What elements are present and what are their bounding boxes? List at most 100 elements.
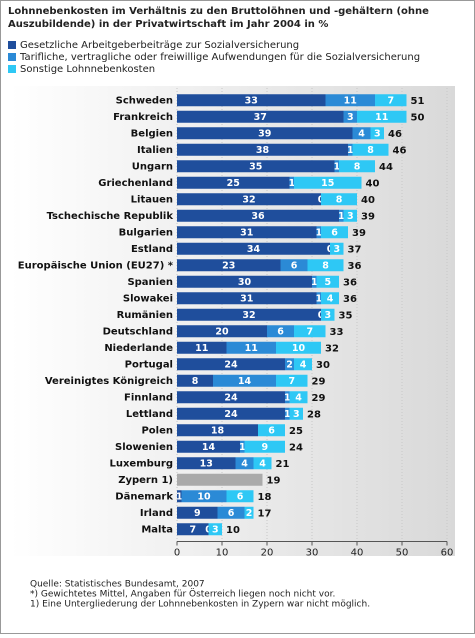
bar-segment	[177, 490, 182, 503]
total-label: 46	[393, 145, 407, 156]
segment-label: 1	[347, 145, 354, 156]
segment-label: 3	[347, 211, 354, 222]
x-tick-label: 30	[306, 548, 319, 559]
bar-undivided	[177, 473, 263, 486]
segment-label: 8	[367, 145, 374, 156]
segment-label: 11	[375, 112, 388, 123]
segment-label: 30	[238, 277, 252, 288]
segment-label: 24	[224, 409, 238, 420]
total-label: 28	[307, 409, 321, 420]
segment-label: 8	[192, 376, 199, 387]
segment-label: 11	[245, 343, 258, 354]
segment-label: 4	[300, 359, 307, 370]
bar-segment	[258, 424, 285, 437]
segment-label: 39	[258, 128, 271, 139]
bar-segment	[177, 209, 339, 222]
bar-segment	[321, 193, 357, 206]
bar-segment	[267, 325, 294, 338]
segment-label: 1	[333, 161, 340, 172]
bar-segment	[375, 94, 407, 107]
bar-segment	[177, 358, 285, 371]
category-label: Europäische Union (EU27) *	[18, 260, 174, 271]
total-label: 25	[289, 426, 303, 437]
bar-segment	[343, 209, 357, 222]
total-label: 24	[289, 442, 303, 453]
bar-segment	[177, 341, 227, 354]
segment-label: 3	[324, 310, 331, 321]
segment-label: 1	[284, 409, 291, 420]
segment-label: 37	[254, 112, 267, 123]
category-label: Dänemark	[115, 491, 173, 502]
bar-segment	[177, 308, 321, 321]
bar-segment	[244, 506, 254, 519]
total-label: 46	[388, 129, 402, 140]
segment-label: 10	[292, 343, 306, 354]
bar-segment	[177, 325, 267, 338]
bar-segment	[177, 407, 285, 420]
segment-label: 36	[251, 211, 265, 222]
category-label: Lettland	[126, 409, 173, 420]
segment-label: 3	[374, 128, 381, 139]
bar-segment	[177, 506, 218, 519]
category-label: Portugal	[125, 359, 173, 370]
segment-label: 32	[242, 310, 255, 321]
bar-segment	[177, 457, 236, 470]
bar-segment	[348, 143, 353, 156]
x-tick-label: 10	[216, 548, 229, 559]
bar-segment	[294, 176, 362, 189]
segment-label: 18	[211, 425, 225, 436]
category-label: Irland	[140, 508, 173, 519]
bar-segment	[181, 490, 227, 503]
category-label: Italien	[137, 145, 173, 156]
legend-swatch	[8, 65, 16, 73]
bar-segment	[325, 94, 375, 107]
x-tick-label: 60	[441, 548, 454, 559]
segment-label: 24	[224, 392, 238, 403]
segment-label: 3	[347, 112, 354, 123]
segment-label: 7	[189, 524, 196, 535]
bar-segment	[177, 424, 258, 437]
bar-segment	[177, 440, 240, 453]
bar-segment	[244, 440, 285, 453]
total-label: 35	[339, 310, 353, 321]
bar-segment	[177, 176, 290, 189]
bar-segment	[316, 275, 339, 288]
total-label: 40	[361, 195, 375, 206]
total-label: 40	[366, 178, 380, 189]
segment-label: 1	[315, 293, 322, 304]
segment-label: 1	[311, 277, 318, 288]
x-tick-label: 0	[174, 548, 180, 559]
bar-segment	[339, 209, 344, 222]
segment-label: 4	[327, 293, 334, 304]
legend-label: Gesetzliche Arbeitgeberbeiträge zur Sozi…	[20, 40, 299, 51]
segment-label: 23	[222, 260, 235, 271]
bar-segment	[240, 440, 245, 453]
bar-segment	[217, 506, 245, 519]
bar-segment	[321, 226, 348, 239]
bar-segment	[177, 143, 348, 156]
bar-segment	[285, 391, 290, 404]
bar-segment	[316, 292, 321, 305]
segment-label: 4	[295, 392, 302, 403]
total-label: 36	[343, 277, 357, 288]
bar-segment	[177, 193, 321, 206]
total-label: 36	[343, 294, 357, 305]
segment-label: 24	[224, 359, 238, 370]
segment-label: 4	[241, 458, 248, 469]
bar-segment	[177, 374, 213, 387]
bar-segment	[208, 523, 222, 536]
segment-label: 7	[288, 376, 295, 387]
bar-segment	[285, 358, 294, 371]
segment-label: 15	[321, 178, 334, 189]
legend-swatch	[8, 53, 16, 61]
bar-segment	[177, 110, 344, 123]
bar-segment	[235, 457, 254, 470]
chart-title: Lohnnebenkosten im Verhältnis zu den Bru…	[8, 6, 429, 17]
segment-label: 7	[306, 326, 313, 337]
bar-segment	[276, 341, 321, 354]
category-label: Schweden	[116, 95, 173, 106]
category-label: Vereinigtes Königreich	[45, 376, 173, 387]
total-label: 33	[330, 327, 344, 338]
total-label: 19	[267, 475, 281, 486]
bar-segment	[294, 358, 312, 371]
